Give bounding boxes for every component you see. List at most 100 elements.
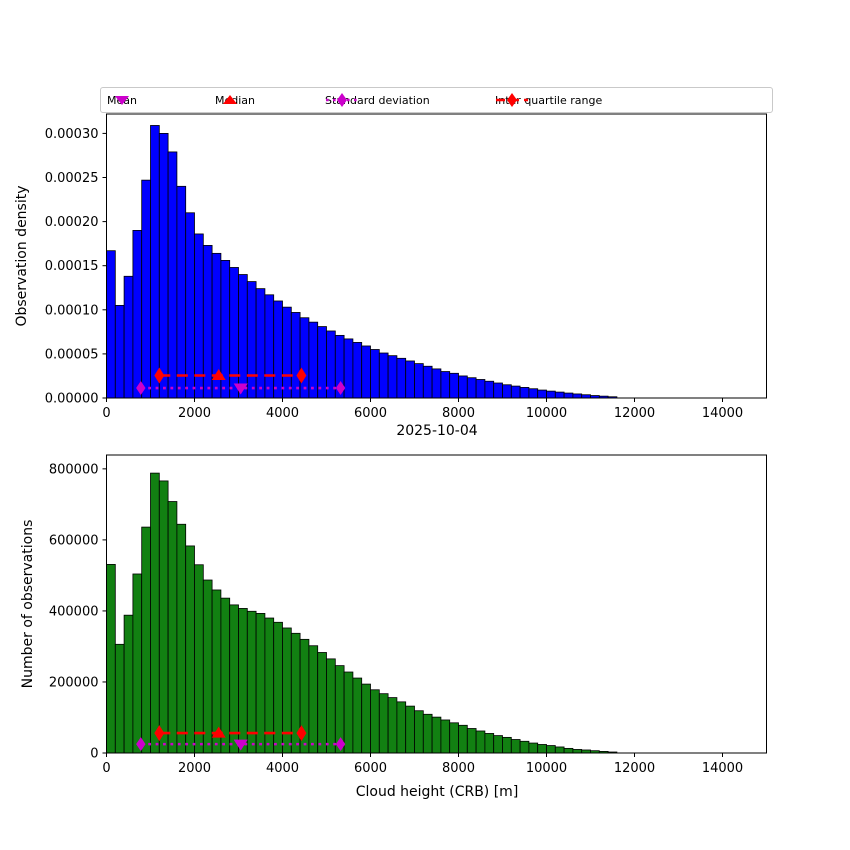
- x-tick-label: 0: [102, 406, 110, 421]
- histogram-bar: [449, 722, 459, 754]
- median-triangle-marker: [211, 726, 226, 738]
- y-tick-label: 800000: [49, 462, 99, 477]
- histogram-bar: [176, 185, 187, 399]
- histogram-bar: [123, 614, 134, 754]
- histogram-bar: [114, 304, 125, 399]
- legend-label-iqr: Inter quartile range: [495, 93, 603, 107]
- histogram-bar: [396, 357, 407, 399]
- histogram-bar: [440, 371, 451, 399]
- histogram-bar: [229, 267, 239, 399]
- histogram-bar: [299, 317, 310, 399]
- histogram-bar: [106, 563, 116, 754]
- x-tick-label: 12000: [614, 406, 655, 421]
- histogram-bar: [537, 389, 547, 399]
- histogram-bar: [326, 658, 336, 754]
- histogram-bar: [238, 274, 248, 399]
- y-tick-label: 400000: [49, 604, 99, 619]
- legend-item-iqr: Inter quartile range: [495, 88, 602, 112]
- iqr-diamond-marker: [296, 725, 307, 742]
- histogram-bar: [484, 380, 495, 399]
- histogram-bar: [273, 300, 283, 399]
- histogram-bar: [528, 388, 539, 399]
- x-tick-label: 14000: [702, 406, 743, 421]
- histogram-bar: [194, 564, 204, 754]
- y-tick-label: 0.00025: [45, 171, 99, 186]
- iqr-diamond-marker: [154, 367, 165, 384]
- histogram-bar: [246, 281, 257, 399]
- diamond-dotted-line-icon: [326, 93, 358, 107]
- density-histogram-plot: 0 2000 4000 6000 8000 10000 12000 14000 0.00000 0…: [45, 113, 767, 421]
- histogram-bar: [176, 523, 187, 754]
- y-tick-label: 0.00000: [45, 392, 99, 407]
- x-tick-label: 6000: [354, 406, 387, 421]
- histogram-bar: [378, 352, 389, 399]
- histogram-bar: [246, 610, 257, 754]
- histogram-bar: [387, 697, 398, 754]
- histogram-bar: [361, 683, 371, 754]
- histogram-bar: [141, 526, 151, 754]
- histogram-bar: [185, 212, 195, 399]
- x-tick-label: 8000: [442, 761, 475, 776]
- histogram-bar: [546, 745, 556, 754]
- x-tick-label: 4000: [266, 406, 299, 421]
- mean-triangle-marker: [233, 739, 248, 751]
- x-tick-label: 8000: [442, 406, 475, 421]
- histogram-bar: [158, 133, 169, 399]
- axes-frame: [106, 454, 767, 754]
- legend-item-mean: Mean: [107, 88, 137, 112]
- histogram-bar: [519, 740, 530, 754]
- x-tick-label: 6000: [354, 761, 387, 776]
- legend: Mean Median Standard deviation Inter qua…: [100, 87, 773, 113]
- x-axis-label-date: 2025-10-04: [396, 423, 478, 439]
- x-tick-label: 14000: [702, 761, 743, 776]
- std-diamond-marker: [136, 381, 146, 396]
- std-diamond-marker: [136, 737, 146, 752]
- histogram-bar: [132, 230, 143, 399]
- legend-item-median: Median: [215, 88, 255, 112]
- histogram-bar: [185, 545, 195, 754]
- histogram-bar: [317, 652, 327, 754]
- histogram-bar: [220, 597, 231, 754]
- std-diamond-marker: [335, 737, 346, 752]
- histogram-bar: [229, 604, 239, 754]
- count-histogram-plot: 0 2000 4000 6000 8000 10000 12000 14000 0 200000 4…: [49, 454, 767, 776]
- y-tick-label: 0.00010: [45, 303, 99, 318]
- histogram-bar: [475, 730, 486, 754]
- histogram-bar: [422, 713, 433, 754]
- histogram-bar: [378, 693, 389, 754]
- histogram-bar: [132, 573, 143, 754]
- legend-label-median: Median: [215, 93, 256, 107]
- x-tick-label: 0: [102, 761, 110, 776]
- histogram-bar: [414, 710, 424, 754]
- x-axis-label-cloud-height: Cloud height (CRB) [m]: [355, 784, 519, 800]
- histogram-bar: [370, 349, 380, 399]
- histogram-bar: [167, 501, 178, 754]
- histogram-bar: [458, 375, 468, 399]
- x-tick-label: 10000: [526, 761, 567, 776]
- histogram-bar: [150, 125, 160, 399]
- y-tick-label: 0.00015: [45, 259, 99, 274]
- histogram-bar: [519, 387, 530, 399]
- histogram-bar: [282, 306, 292, 399]
- histogram-bar: [502, 384, 512, 399]
- histogram-bar: [554, 746, 565, 754]
- histogram-bar: [150, 472, 160, 754]
- histogram-bar: [510, 739, 521, 754]
- histogram-bar: [528, 742, 539, 754]
- histogram-bar: [510, 385, 521, 399]
- y-tick-label: 0.00005: [45, 347, 99, 362]
- histogram-bar: [158, 480, 169, 754]
- histogram-bar: [141, 179, 151, 399]
- histogram-bar: [554, 391, 565, 399]
- histogram-bar: [264, 294, 275, 399]
- histogram-bar: [431, 716, 442, 754]
- histogram-bar: [458, 724, 468, 754]
- histogram-bar: [475, 379, 486, 399]
- iqr-diamond-marker: [154, 725, 165, 742]
- histogram-bar: [202, 579, 213, 754]
- histogram-bar: [167, 151, 178, 399]
- histogram-bar: [106, 250, 116, 399]
- x-tick-label: 2000: [178, 761, 211, 776]
- x-tick-label: 12000: [614, 761, 655, 776]
